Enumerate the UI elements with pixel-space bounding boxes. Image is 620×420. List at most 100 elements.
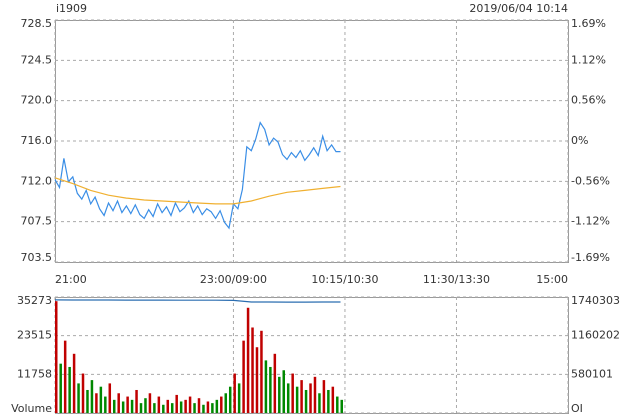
y-tick-label: 724.5 bbox=[21, 53, 53, 66]
volume-bar bbox=[264, 360, 268, 413]
volume-bar bbox=[104, 396, 107, 413]
volume-bar bbox=[68, 366, 71, 413]
volume-bar bbox=[72, 353, 76, 413]
y2-tick-label: 0.56% bbox=[571, 94, 606, 107]
volume-bar bbox=[55, 301, 58, 413]
y-tick-label: 35273 bbox=[17, 294, 52, 307]
x-tick-label: 11:30/13:30 bbox=[423, 273, 490, 286]
volume-bar bbox=[228, 386, 232, 413]
volume-bar bbox=[162, 404, 165, 413]
volume-bar bbox=[269, 366, 272, 413]
volume-bar bbox=[95, 393, 98, 413]
volume-bar bbox=[197, 398, 201, 413]
volume-bar bbox=[179, 401, 183, 413]
volume-bar bbox=[295, 386, 299, 413]
price-frame bbox=[55, 20, 569, 263]
y2-tick-label: -0.56% bbox=[571, 174, 610, 187]
volume-bar bbox=[237, 383, 241, 413]
volume-bar bbox=[233, 373, 236, 413]
y2-tick-label: -1.12% bbox=[571, 215, 610, 228]
volume-bar bbox=[282, 370, 286, 413]
volume-bar bbox=[318, 393, 321, 413]
y-tick-label: Volume bbox=[11, 402, 52, 415]
volume-bar bbox=[202, 404, 205, 413]
x-tick-label: 10:15/10:30 bbox=[311, 273, 378, 286]
volume-bar bbox=[291, 373, 294, 413]
volume-frame bbox=[55, 297, 569, 414]
volume-bar bbox=[135, 389, 138, 413]
y-tick-label: 11758 bbox=[17, 367, 52, 380]
volume-bar bbox=[273, 353, 277, 413]
y2-tick-label: 1.69% bbox=[571, 17, 606, 30]
volume-bar bbox=[130, 399, 134, 413]
volume-bar bbox=[215, 399, 219, 413]
y2-tick-label: 1160202 bbox=[571, 329, 620, 342]
volume-bar bbox=[211, 403, 214, 413]
volume-bar bbox=[246, 307, 250, 413]
volume-bar bbox=[327, 389, 330, 413]
volume-bar bbox=[322, 380, 326, 413]
series-line bbox=[54, 177, 341, 205]
volume-bar bbox=[286, 383, 290, 413]
y-tick-label: 703.5 bbox=[21, 251, 53, 264]
y-tick-label: 707.5 bbox=[21, 215, 53, 228]
y-tick-label: 720.0 bbox=[21, 94, 53, 107]
volume-bar bbox=[112, 399, 116, 413]
volume-bar bbox=[260, 330, 263, 413]
chart-title: i1909 bbox=[56, 2, 87, 15]
volume-bar bbox=[184, 399, 187, 413]
volume-bar bbox=[166, 399, 170, 413]
volume-bar bbox=[144, 398, 147, 413]
volume-bar bbox=[126, 396, 129, 413]
x-tick-label: 23:00/09:00 bbox=[200, 273, 267, 286]
volume-bar bbox=[59, 363, 62, 413]
series-line bbox=[54, 299, 341, 303]
volume-bar bbox=[193, 403, 196, 413]
y-tick-label: 23515 bbox=[17, 329, 52, 342]
volume-bar bbox=[81, 373, 85, 413]
volume-bar bbox=[242, 340, 245, 413]
volume-bar bbox=[278, 376, 281, 413]
series-line bbox=[54, 121, 341, 230]
volume-bar bbox=[224, 393, 228, 413]
volume-bar bbox=[157, 396, 161, 413]
volume-bar bbox=[336, 396, 339, 413]
volume-bar bbox=[63, 340, 67, 413]
volume-bar bbox=[313, 376, 317, 413]
x-tick-label: 21:00 bbox=[55, 273, 87, 286]
volume-bar bbox=[206, 401, 210, 413]
volume-bar bbox=[175, 394, 178, 413]
y-tick-label: 712.0 bbox=[21, 174, 53, 187]
volume-bar bbox=[90, 380, 94, 413]
chart-subtitle: 2019/06/04 10:14 bbox=[469, 2, 568, 15]
volume-bar bbox=[251, 327, 254, 413]
volume-bar bbox=[188, 396, 192, 413]
volume-bar bbox=[170, 403, 174, 413]
y-tick-label: 728.5 bbox=[21, 17, 53, 30]
volume-bar bbox=[99, 386, 103, 413]
volume-bar bbox=[77, 383, 80, 413]
volume-bar bbox=[139, 403, 143, 413]
volume-bar bbox=[153, 403, 156, 413]
volume-bar bbox=[304, 389, 308, 413]
volume-bar bbox=[255, 347, 259, 413]
y2-tick-label: 1740303 bbox=[571, 294, 620, 307]
volume-bar bbox=[220, 396, 223, 413]
volume-bar bbox=[309, 383, 312, 413]
volume-bar bbox=[108, 383, 112, 413]
x-tick-label: 15:00 bbox=[536, 273, 568, 286]
y2-tick-label: OI bbox=[571, 402, 583, 415]
volume-bar bbox=[148, 393, 152, 413]
volume-bar bbox=[121, 401, 125, 413]
volume-bar bbox=[331, 386, 335, 413]
y2-tick-label: 580101 bbox=[571, 367, 613, 380]
y2-tick-label: 0% bbox=[571, 134, 588, 147]
y2-tick-label: -1.69% bbox=[571, 251, 610, 264]
volume-bar bbox=[340, 399, 343, 413]
y2-tick-label: 1.12% bbox=[571, 53, 606, 66]
volume-bar bbox=[117, 393, 120, 413]
volume-bar bbox=[86, 389, 89, 413]
y-tick-label: 716.0 bbox=[21, 134, 53, 147]
volume-bar bbox=[300, 380, 303, 413]
